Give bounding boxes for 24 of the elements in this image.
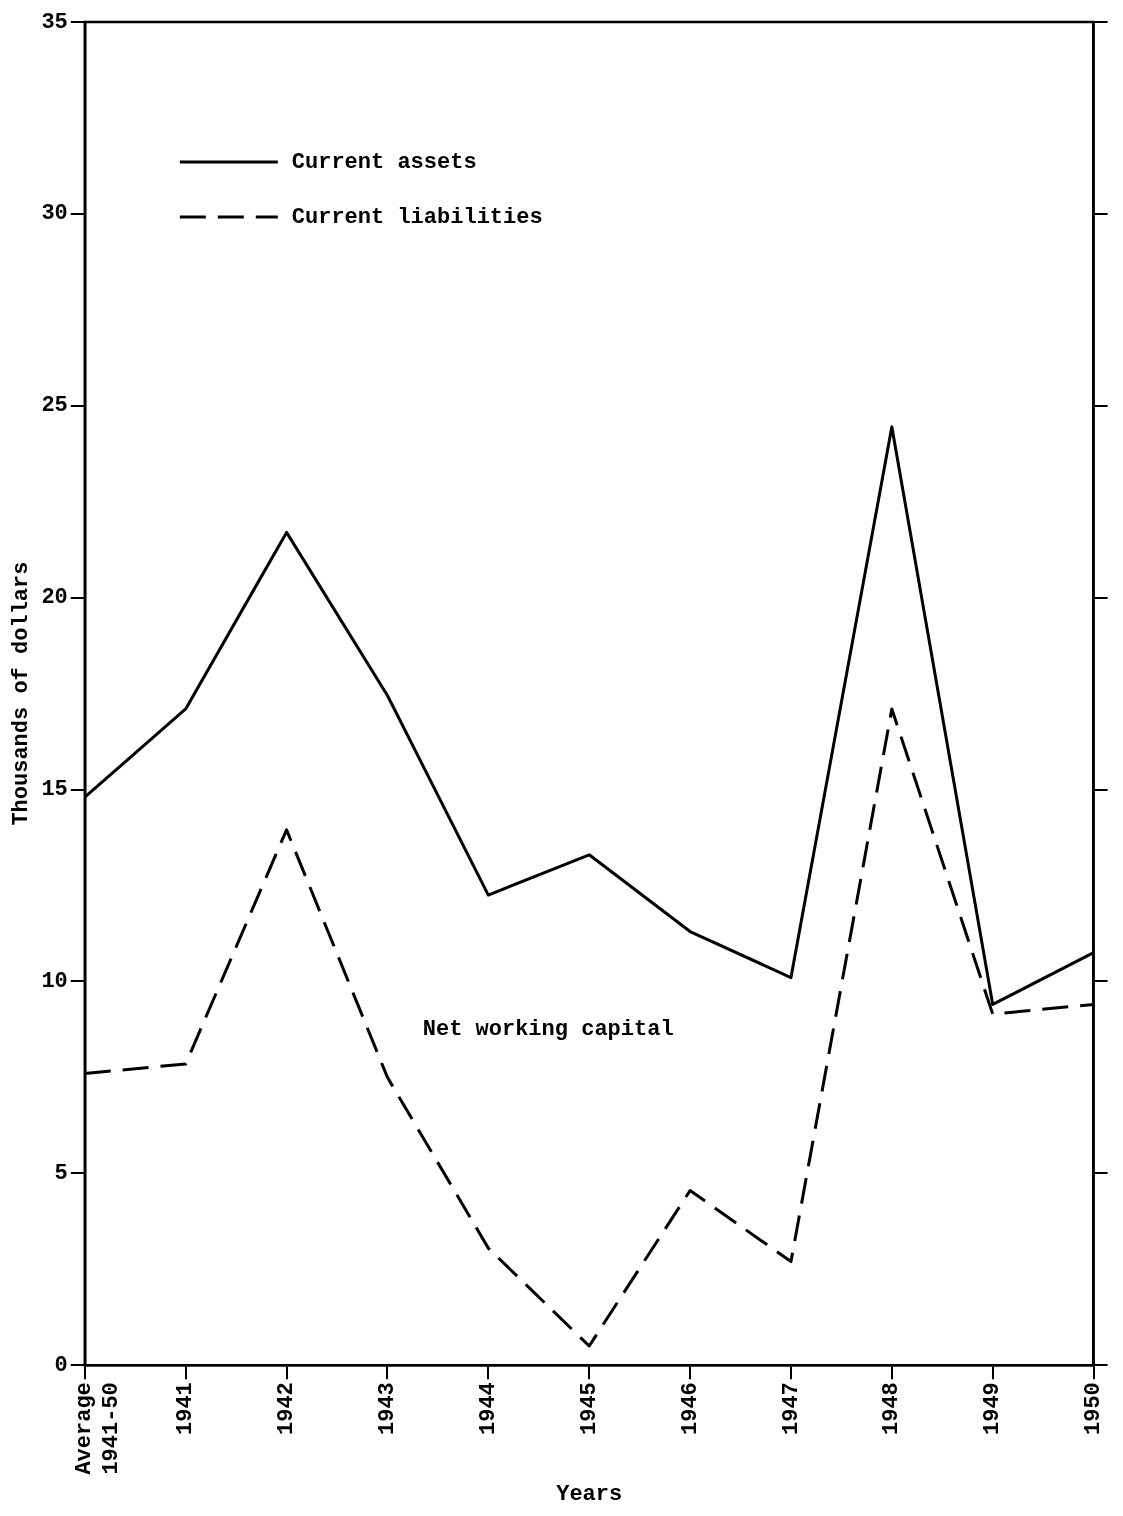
y-tick-label: 35: [41, 9, 68, 35]
y-tick-label: 30: [41, 201, 68, 227]
x-tick-label: 1943: [374, 1382, 400, 1435]
x-tick-label: 1942: [274, 1382, 300, 1435]
y-tick-label: 0: [54, 1352, 68, 1378]
x-tick-label: 1946: [677, 1382, 703, 1435]
x-tick-label: 1949: [980, 1382, 1006, 1435]
x-tick-label: 1941: [173, 1382, 199, 1435]
y-tick-label: 25: [41, 393, 68, 419]
x-tick-label: 1945: [576, 1382, 602, 1435]
x-tick-label: 1944: [475, 1382, 501, 1435]
x-axis-title: Years: [556, 1482, 623, 1508]
x-tick-label: 1948: [879, 1382, 905, 1435]
legend-label: Current assets: [291, 149, 477, 175]
x-tick-label: 1947: [778, 1382, 804, 1435]
y-tick-label: 5: [54, 1160, 68, 1186]
y-tick-label: 10: [41, 968, 68, 994]
x-tick-label: 1950: [1081, 1382, 1107, 1435]
legend-label: Current liabilities: [291, 204, 543, 230]
y-tick-label: 20: [41, 585, 68, 611]
annotation: Net working capital: [422, 1016, 674, 1042]
y-tick-label: 15: [41, 777, 68, 803]
x-tick-label: Average 1941-50: [72, 1382, 124, 1475]
y-axis-title: Thousands of dollars: [8, 561, 34, 826]
